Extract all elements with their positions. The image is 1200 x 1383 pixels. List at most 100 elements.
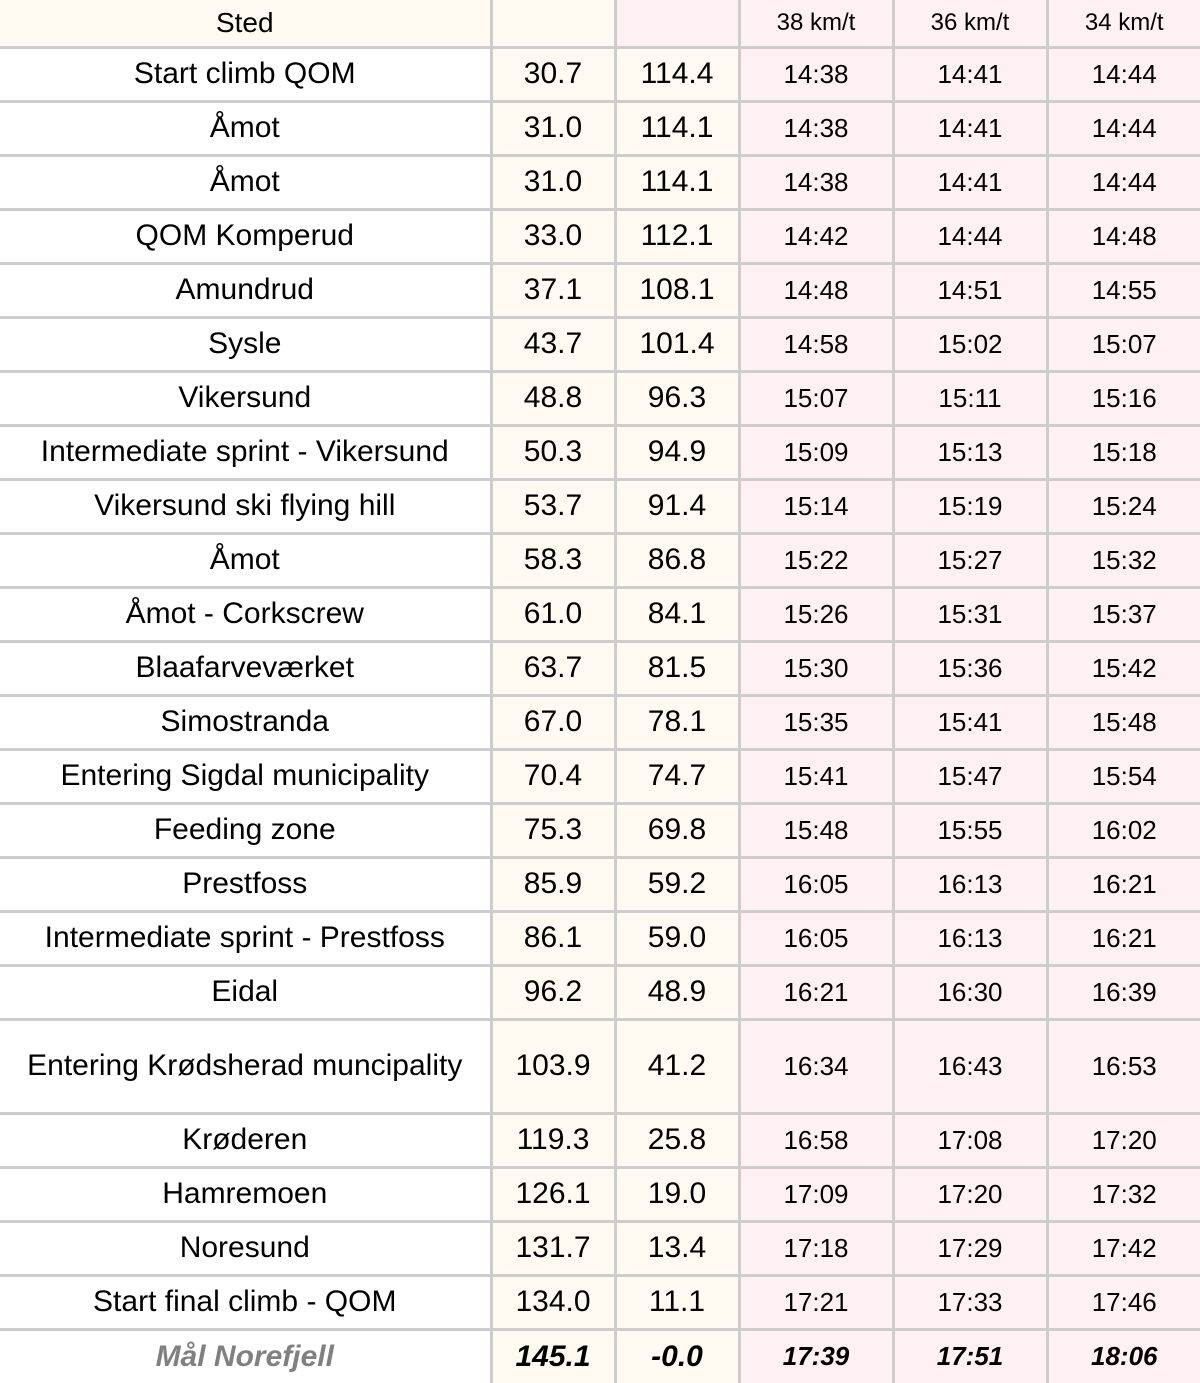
table-row: Entering Sigdal municipality 70.4 74.7 15:4…: [0, 747, 1200, 805]
time-36-cell: 17:51: [891, 1327, 1049, 1383]
remaining-cell: 114.4: [613, 45, 741, 103]
km-cell: 37.1: [489, 261, 617, 319]
time-36-cell: 17:29: [891, 1219, 1049, 1277]
time-34-cell: 16:39: [1045, 963, 1200, 1021]
time-34-cell: 16:21: [1045, 909, 1200, 967]
time-38-cell: 14:58: [737, 315, 895, 373]
place-cell: Entering Sigdal municipality: [0, 747, 493, 805]
table-row: Eidal 96.2 48.9 16:21 16:30 16:39: [0, 963, 1200, 1021]
km-cell: 43.7: [489, 315, 617, 373]
table-row: Amundrud 37.1 108.1 14:48 14:51 14:55: [0, 261, 1200, 319]
time-38-cell: 15:48: [737, 801, 895, 859]
km-cell: 50.3: [489, 423, 617, 481]
table-row: Feeding zone 75.3 69.8 15:48 15:55 16:02: [0, 801, 1200, 859]
time-34-cell: 14:44: [1045, 45, 1200, 103]
time-36-cell: 16:13: [891, 855, 1049, 913]
table-row: Prestfoss 85.9 59.2 16:05 16:13 16:21: [0, 855, 1200, 913]
remaining-cell: 74.7: [613, 747, 741, 805]
time-36-cell: 15:36: [891, 639, 1049, 697]
time-36-cell: 14:41: [891, 45, 1049, 103]
time-38-cell: 15:41: [737, 747, 895, 805]
km-cell: 30.7: [489, 45, 617, 103]
remaining-cell: 59.2: [613, 855, 741, 913]
remaining-cell: 108.1: [613, 261, 741, 319]
place-cell: Intermediate sprint - Prestfoss: [0, 909, 493, 967]
remaining-cell: 19.0: [613, 1165, 741, 1223]
header-km: [489, 0, 617, 49]
time-36-cell: 17:20: [891, 1165, 1049, 1223]
km-cell: 58.3: [489, 531, 617, 589]
time-34-cell: 14:48: [1045, 207, 1200, 265]
time-36-cell: 14:51: [891, 261, 1049, 319]
place-cell: Åmot: [0, 531, 493, 589]
place-cell: Simostranda: [0, 693, 493, 751]
km-cell: 31.0: [489, 153, 617, 211]
km-cell: 61.0: [489, 585, 617, 643]
place-cell: Eidal: [0, 963, 493, 1021]
time-34-cell: 15:18: [1045, 423, 1200, 481]
time-38-cell: 16:58: [737, 1111, 895, 1169]
km-cell: 134.0: [489, 1273, 617, 1331]
time-38-cell: 15:22: [737, 531, 895, 589]
time-38-cell: 17:18: [737, 1219, 895, 1277]
time-38-cell: 14:48: [737, 261, 895, 319]
km-cell: 48.8: [489, 369, 617, 427]
table-row: Intermediate sprint - Prestfoss 86.1 59.0 1…: [0, 909, 1200, 967]
place-cell: Start final climb - QOM: [0, 1273, 493, 1331]
time-38-cell: 17:09: [737, 1165, 895, 1223]
place-cell: Amundrud: [0, 261, 493, 319]
remaining-cell: 48.9: [613, 963, 741, 1021]
place-cell: Hamremoen: [0, 1165, 493, 1223]
time-34-cell: 15:24: [1045, 477, 1200, 535]
time-38-cell: 15:07: [737, 369, 895, 427]
time-34-cell: 15:37: [1045, 585, 1200, 643]
place-cell: QOM Komperud: [0, 207, 493, 265]
time-38-cell: 16:05: [737, 909, 895, 967]
remaining-cell: 41.2: [613, 1017, 741, 1115]
place-cell: Sysle: [0, 315, 493, 373]
table-row: Sysle 43.7 101.4 14:58 15:02 15:07: [0, 315, 1200, 373]
header-speed-34: 34 km/t: [1045, 0, 1200, 49]
place-cell: Feeding zone: [0, 801, 493, 859]
place-cell: Krøderen: [0, 1111, 493, 1169]
remaining-cell: 96.3: [613, 369, 741, 427]
table-row: Hamremoen 126.1 19.0 17:09 17:20 17:32: [0, 1165, 1200, 1223]
time-38-cell: 16:05: [737, 855, 895, 913]
table-row: Blaafarveværket 63.7 81.5 15:30 15:36 15:42: [0, 639, 1200, 697]
time-34-cell: 17:32: [1045, 1165, 1200, 1223]
table-row: Krøderen 119.3 25.8 16:58 17:08 17:20: [0, 1111, 1200, 1169]
header-row: Sted 38 km/t 36 km/t 34 km/t: [0, 0, 1200, 49]
time-36-cell: 15:31: [891, 585, 1049, 643]
time-34-cell: 15:42: [1045, 639, 1200, 697]
time-38-cell: 14:38: [737, 99, 895, 157]
km-cell: 67.0: [489, 693, 617, 751]
table-row: Simostranda 67.0 78.1 15:35 15:41 15:48: [0, 693, 1200, 751]
table-row: Åmot 31.0 114.1 14:38 14:41 14:44: [0, 99, 1200, 157]
place-cell: Åmot: [0, 153, 493, 211]
time-34-cell: 18:06: [1045, 1327, 1200, 1383]
remaining-cell: 91.4: [613, 477, 741, 535]
place-cell: Start climb QOM: [0, 45, 493, 103]
time-36-cell: 15:27: [891, 531, 1049, 589]
time-34-cell: 16:02: [1045, 801, 1200, 859]
place-cell: Mål Norefjell: [0, 1327, 493, 1383]
time-36-cell: 17:08: [891, 1111, 1049, 1169]
remaining-cell: 84.1: [613, 585, 741, 643]
time-34-cell: 16:53: [1045, 1017, 1200, 1115]
time-38-cell: 15:26: [737, 585, 895, 643]
remaining-cell: 69.8: [613, 801, 741, 859]
remaining-cell: 13.4: [613, 1219, 741, 1277]
km-cell: 103.9: [489, 1017, 617, 1115]
time-34-cell: 15:48: [1045, 693, 1200, 751]
time-34-cell: 17:42: [1045, 1219, 1200, 1277]
time-36-cell: 16:30: [891, 963, 1049, 1021]
time-36-cell: 15:11: [891, 369, 1049, 427]
km-cell: 119.3: [489, 1111, 617, 1169]
table-row: Intermediate sprint - Vikersund 50.3 94.9 1…: [0, 423, 1200, 481]
time-36-cell: 16:13: [891, 909, 1049, 967]
place-cell: Vikersund ski flying hill: [0, 477, 493, 535]
table-row: Åmot - Corkscrew 61.0 84.1 15:26 15:31 15:37: [0, 585, 1200, 643]
time-34-cell: 16:21: [1045, 855, 1200, 913]
